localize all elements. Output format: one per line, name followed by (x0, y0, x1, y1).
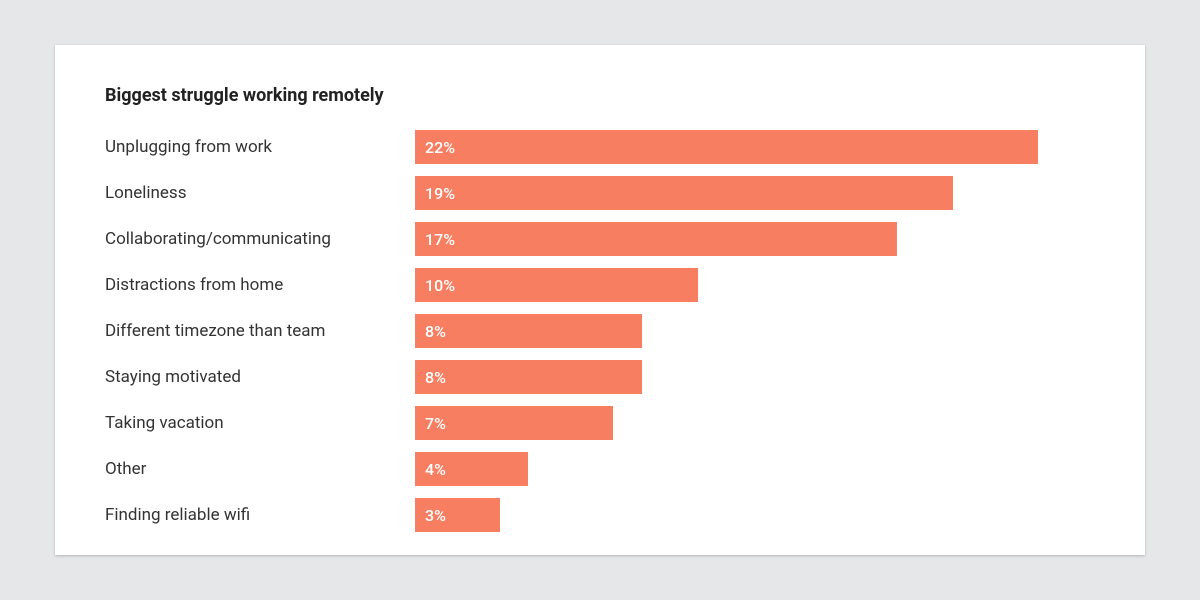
chart-row: Distractions from home 10% (105, 262, 1095, 308)
bar-track: 4% (415, 452, 1095, 486)
bar: 8% (415, 314, 642, 348)
chart-title: Biggest struggle working remotely (105, 85, 1095, 106)
bar-value: 8% (425, 322, 446, 341)
row-label: Collaborating/communicating (105, 229, 415, 249)
bar-track: 8% (415, 360, 1095, 394)
row-label: Other (105, 459, 415, 479)
chart-row: Loneliness 19% (105, 170, 1095, 216)
bar: 10% (415, 268, 698, 302)
row-label: Loneliness (105, 183, 415, 203)
bar: 4% (415, 452, 528, 486)
chart-row: Finding reliable wifi 3% (105, 492, 1095, 538)
bar: 22% (415, 130, 1038, 164)
chart-row: Collaborating/communicating 17% (105, 216, 1095, 262)
chart-row: Taking vacation 7% (105, 400, 1095, 446)
bar-value: 17% (425, 230, 455, 249)
chart-rows: Unplugging from work 22% Loneliness 19% … (105, 124, 1095, 538)
bar: 19% (415, 176, 953, 210)
row-label: Taking vacation (105, 413, 415, 433)
row-label: Staying motivated (105, 367, 415, 387)
bar-track: 3% (415, 498, 1095, 532)
bar-value: 19% (425, 184, 455, 203)
bar-value: 4% (425, 460, 446, 479)
chart-card: Biggest struggle working remotely Unplug… (55, 45, 1145, 555)
bar-value: 22% (425, 138, 455, 157)
bar-track: 22% (415, 130, 1095, 164)
bar: 8% (415, 360, 642, 394)
row-label: Different timezone than team (105, 321, 415, 341)
bar-track: 7% (415, 406, 1095, 440)
bar-track: 10% (415, 268, 1095, 302)
bar-track: 8% (415, 314, 1095, 348)
bar-track: 19% (415, 176, 1095, 210)
bar: 7% (415, 406, 613, 440)
bar-value: 8% (425, 368, 446, 387)
chart-row: Different timezone than team 8% (105, 308, 1095, 354)
bar: 17% (415, 222, 897, 256)
bar: 3% (415, 498, 500, 532)
bar-value: 3% (425, 506, 446, 525)
bar-value: 10% (425, 276, 455, 295)
row-label: Unplugging from work (105, 137, 415, 157)
chart-row: Staying motivated 8% (105, 354, 1095, 400)
chart-row: Unplugging from work 22% (105, 124, 1095, 170)
row-label: Finding reliable wifi (105, 505, 415, 525)
bar-track: 17% (415, 222, 1095, 256)
chart-row: Other 4% (105, 446, 1095, 492)
bar-value: 7% (425, 414, 446, 433)
row-label: Distractions from home (105, 275, 415, 295)
